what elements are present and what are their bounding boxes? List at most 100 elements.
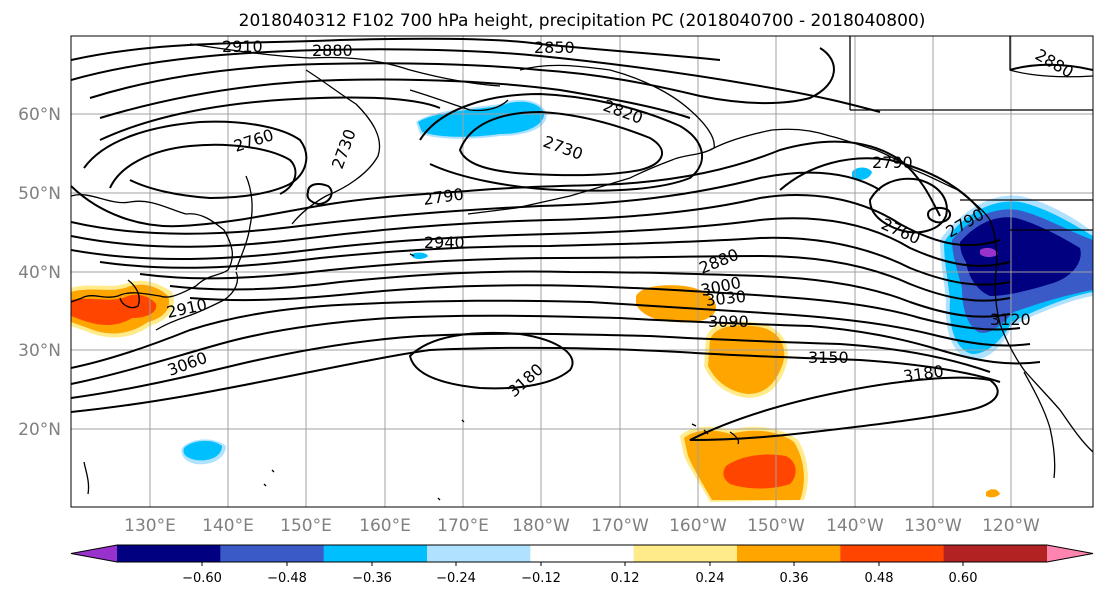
height-contours	[71, 37, 1093, 441]
contour-2760-west	[83, 120, 308, 200]
contour-2790-west	[99, 96, 441, 141]
precip-anomaly-bering-blue	[418, 101, 545, 137]
precip-anomaly-small-blue-1	[852, 167, 872, 180]
lon-label: 130°E	[124, 516, 176, 536]
colorbar-cells	[70, 544, 1094, 563]
colorbar-cell	[633, 545, 738, 562]
contour-label: 2910	[222, 37, 263, 56]
colorbar-ticks	[201, 562, 964, 566]
contour-2760-north	[419, 92, 703, 192]
contour-2910-band	[71, 217, 1011, 267]
colorbar: −0.60 −0.48 −0.36 −0.24 −0.12 0.12 0.24 …	[70, 544, 1094, 586]
colorbar-tick-label: −0.12	[521, 571, 561, 586]
lon-label: 180°W	[512, 516, 570, 536]
coast-baja	[1023, 371, 1056, 479]
contour-2970-band	[139, 254, 1011, 302]
contour-2880-east	[1009, 63, 1093, 71]
contour-2790-main	[71, 140, 941, 228]
colorbar-cell	[323, 545, 428, 562]
colorbar-tick-label: −0.60	[182, 571, 222, 586]
coast-chukotka	[409, 89, 509, 112]
colorbar-tick-label: 0.24	[696, 571, 725, 586]
lon-label: 170°W	[591, 516, 649, 536]
longitude-labels: 130°E 140°E 150°E 160°E 170°E 180°W 170°…	[124, 516, 1040, 536]
precip-anomaly-subtropical-orange	[708, 325, 785, 394]
colorbar-tick-label: −0.36	[352, 571, 392, 586]
colorbar-cell	[840, 545, 945, 562]
lat-label: 50°N	[18, 184, 61, 204]
graticule	[71, 36, 1093, 507]
colorbar-tick-label: −0.24	[436, 571, 476, 586]
colorbar-tick-labels: −0.60 −0.48 −0.36 −0.24 −0.12 0.12 0.24 …	[182, 571, 977, 586]
coast-small-islands	[263, 253, 465, 501]
contour-2850-east-band	[71, 171, 881, 235]
contour-label: 2790	[872, 153, 913, 172]
contour-3150	[71, 346, 1001, 413]
colorbar-tick-label: 0.48	[865, 571, 894, 586]
lon-label: 160°W	[669, 516, 727, 536]
colorbar-cell	[737, 545, 841, 562]
contour-3180-west	[408, 331, 574, 390]
contour-2880-band	[71, 194, 1001, 248]
lon-label: 170°E	[437, 516, 489, 536]
colorbar-tick-label: 0.36	[780, 571, 809, 586]
contour-2880-north	[71, 48, 881, 113]
lon-label: 120°W	[982, 516, 1040, 536]
coast-taiwan	[83, 461, 90, 495]
contour-label: 2940	[424, 233, 465, 252]
coast-canada-interior	[849, 36, 1093, 231]
map-panel: 2910 2880 2850 2820 2880 2760 2730 2730 …	[70, 35, 1094, 508]
lat-label: 20°N	[18, 420, 61, 440]
lat-label: 30°N	[18, 341, 61, 361]
contour-2760-east	[868, 177, 948, 234]
figure-title: 2018040312 F102 700 hPa height, precipit…	[239, 11, 926, 31]
precip-anomaly-hawaii-red	[723, 454, 796, 489]
contour-3060-band	[71, 299, 1031, 369]
colorbar-tick-label: −0.48	[267, 571, 307, 586]
precip-anomaly-westcoast-purple	[980, 247, 998, 257]
contour-2730-north	[458, 110, 663, 177]
colorbar-tick-label: 0.12	[611, 571, 640, 586]
coast-korea	[119, 279, 140, 309]
precip-anomaly-small-blue-2	[412, 252, 428, 259]
precip-anomaly-westcoast-navy	[960, 217, 1081, 296]
contour-3030-band	[189, 284, 1021, 331]
lon-label: 130°W	[904, 516, 962, 536]
lat-label: 40°N	[18, 263, 61, 283]
colorbar-cell	[530, 545, 635, 562]
lon-label: 160°E	[359, 516, 411, 536]
coast-east-asia	[71, 194, 234, 303]
colorbar-tick-label: 0.60	[949, 571, 978, 586]
precip-anomaly-japan-red	[71, 294, 157, 325]
colorbar-cell	[117, 545, 221, 562]
contour-3000-band	[169, 270, 1011, 318]
lat-label: 60°N	[18, 105, 61, 125]
coast-sakhalin	[235, 175, 253, 271]
map-frame	[70, 35, 1094, 508]
contour-2730-west-inner	[306, 183, 333, 206]
contour-label: 3120	[990, 310, 1031, 329]
colorbar-cell	[943, 545, 1048, 562]
precip-anomaly-central-pacific-orange	[636, 285, 717, 323]
colorbar-cell	[427, 545, 531, 562]
colorbar-extend-min	[71, 545, 117, 562]
contour-label: 2850	[534, 38, 575, 57]
contour-label: 2880	[312, 41, 353, 60]
contour-3180-east	[689, 376, 999, 441]
contour-label: 3030	[704, 287, 746, 310]
lon-label: 150°E	[280, 516, 332, 536]
coast-north-america-west	[957, 189, 1093, 453]
contour-2820-east	[779, 157, 981, 211]
latitude-labels: 60°N 50°N 40°N 30°N 20°N	[18, 105, 61, 440]
lon-label: 150°W	[747, 516, 805, 536]
contour-3120-band	[71, 332, 991, 399]
precip-anomaly-baja-orange	[986, 489, 1000, 498]
lon-label: 140°E	[202, 516, 254, 536]
contour-2850	[89, 47, 835, 105]
colorbar-extend-max	[1047, 545, 1093, 562]
contour-2730-west	[109, 143, 297, 195]
contour-2730-east-inner	[926, 206, 952, 224]
coast-japan	[155, 271, 239, 331]
coast-aleutians	[467, 177, 631, 215]
